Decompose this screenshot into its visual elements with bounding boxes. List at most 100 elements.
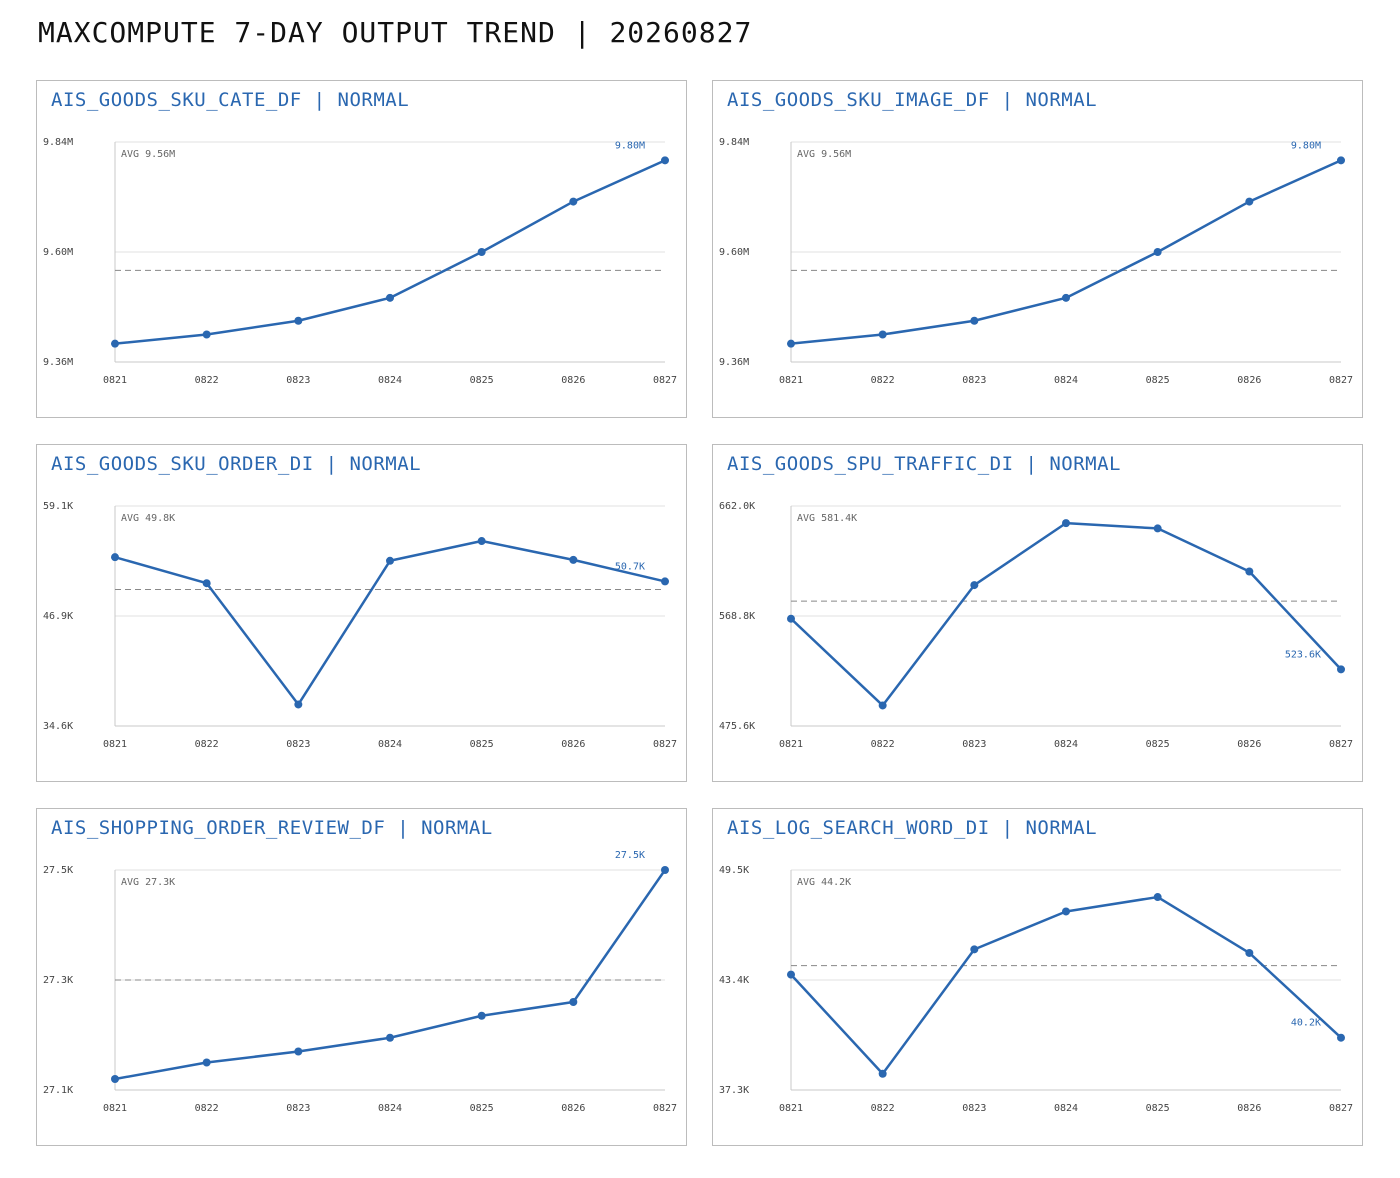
data-point	[661, 156, 669, 165]
x-tick-label: 0823	[962, 1103, 986, 1114]
chart-panel-search-word: AIS_LOG_SEARCH_WORD_DI | NORMAL 49.5K 43.…	[712, 808, 1363, 1146]
data-point	[661, 866, 669, 874]
x-tick-label: 0827	[653, 739, 677, 750]
data-point	[1245, 197, 1254, 206]
data-point	[386, 293, 394, 302]
data-point	[1062, 519, 1070, 528]
x-tick-label: 0824	[378, 1103, 402, 1114]
last-value-label: 523.6K	[1285, 649, 1321, 660]
data-point	[477, 1011, 486, 1020]
y-tick-label: 34.6K	[43, 721, 73, 732]
x-tick-label: 0824	[1054, 739, 1078, 750]
x-tick-label: 0824	[1054, 1103, 1078, 1114]
y-tick-label: 37.3K	[719, 1085, 749, 1096]
data-point	[202, 1058, 211, 1067]
chart-panel-sku-order: AIS_GOODS_SKU_ORDER_DI | NORMAL 59.1K 46.…	[36, 444, 687, 782]
last-value-label: 40.2K	[1291, 1018, 1321, 1029]
x-tick-label: 0826	[561, 1103, 585, 1114]
data-point	[878, 330, 887, 339]
data-point	[386, 1033, 394, 1042]
x-tick-label: 0827	[1329, 375, 1353, 386]
series-line	[789, 895, 1343, 1076]
x-tick-label: 0823	[286, 1103, 310, 1114]
average-label: AVG 9.56M	[121, 149, 175, 160]
page-title: MAXCOMPUTE 7-DAY OUTPUT TREND | 20260827	[38, 16, 753, 49]
data-point	[569, 197, 578, 206]
x-tick-label: 0822	[871, 375, 895, 386]
y-tick-label: 43.4K	[719, 975, 749, 986]
x-tick-label: 0827	[653, 1103, 677, 1114]
y-tick-label: 9.84M	[43, 137, 73, 148]
chart-panel-sku-cate: AIS_GOODS_SKU_CATE_DF | NORMAL 9.84M 9.60…	[36, 80, 687, 418]
data-point	[661, 577, 669, 586]
data-point	[1153, 248, 1162, 256]
line-chart-svg: 662.0K 568.8K 475.6K 0821 0822 0823 0824 0825 08…	[719, 501, 1353, 750]
data-point	[111, 1075, 119, 1083]
line-chart-svg: 49.5K 43.4K 37.3K 0821 0822 0823 0824 0825 0826 0…	[719, 865, 1353, 1114]
x-tick-label: 0825	[1146, 739, 1170, 750]
data-point	[569, 555, 578, 564]
data-point	[202, 579, 211, 588]
data-point	[787, 970, 795, 979]
data-point	[787, 614, 795, 623]
data-point	[111, 339, 119, 348]
data-point	[202, 330, 211, 339]
panel-title: AIS_GOODS_SPU_TRAFFIC_DI | NORMAL	[727, 453, 1121, 475]
series-line	[789, 521, 1343, 707]
line-chart-svg: 27.5K 27.3K 27.1K 0821 0822 0823 0824 0825 0826 0…	[43, 850, 677, 1114]
data-point	[294, 316, 303, 325]
y-tick-label: 49.5K	[719, 865, 749, 876]
data-point	[1245, 948, 1254, 957]
data-point	[970, 945, 979, 954]
x-tick-label: 0826	[1237, 375, 1261, 386]
last-value-label: 50.7K	[615, 561, 645, 572]
data-point	[1337, 156, 1345, 165]
x-tick-label: 0825	[1146, 375, 1170, 386]
x-tick-label: 0821	[103, 1103, 127, 1114]
line-chart-svg: 59.1K 46.9K 34.6K 0821 0822 0823 0824 0825 0826 0…	[43, 501, 677, 750]
x-tick-label: 0822	[871, 1103, 895, 1114]
data-point	[787, 339, 795, 348]
x-tick-label: 0821	[779, 375, 803, 386]
y-tick-label: 27.3K	[43, 975, 73, 986]
data-point	[1245, 567, 1254, 576]
average-label: AVG 9.56M	[797, 149, 851, 160]
x-tick-label: 0822	[195, 739, 219, 750]
x-tick-label: 0827	[1329, 739, 1353, 750]
data-point	[878, 1069, 887, 1078]
panel-title: AIS_GOODS_SKU_IMAGE_DF | NORMAL	[727, 89, 1098, 111]
last-value-label: 9.80M	[615, 140, 645, 151]
x-tick-label: 0821	[103, 375, 127, 386]
y-tick-label: 27.1K	[43, 1085, 73, 1096]
x-tick-label: 0822	[871, 739, 895, 750]
x-tick-label: 0824	[378, 739, 402, 750]
last-value-label: 27.5K	[615, 850, 645, 861]
chart-panel-sku-image: AIS_GOODS_SKU_IMAGE_DF | NORMAL 9.84M 9.6…	[712, 80, 1363, 418]
data-point	[1337, 665, 1345, 674]
x-tick-label: 0824	[378, 375, 402, 386]
panel-title: AIS_LOG_SEARCH_WORD_DI | NORMAL	[727, 817, 1098, 839]
series-line	[113, 539, 667, 706]
line-chart-svg: 9.84M 9.60M 9.36M 0821 0822 0823 0824 0825 0826 0…	[719, 137, 1353, 386]
series-line	[113, 868, 667, 1081]
x-tick-label: 0826	[561, 375, 585, 386]
data-point	[386, 556, 394, 565]
x-tick-label: 0825	[470, 375, 494, 386]
y-tick-label: 662.0K	[719, 501, 755, 512]
x-tick-label: 0823	[962, 739, 986, 750]
average-label: AVG 27.3K	[121, 877, 175, 888]
data-point	[477, 537, 486, 546]
panel-title: AIS_GOODS_SKU_CATE_DF | NORMAL	[51, 89, 410, 111]
x-tick-label: 0825	[470, 739, 494, 750]
x-tick-label: 0826	[1237, 1103, 1261, 1114]
data-point	[294, 1047, 303, 1056]
data-point	[878, 701, 887, 710]
chart-panel-spu-traffic: AIS_GOODS_SPU_TRAFFIC_DI | NORMAL 662.0K…	[712, 444, 1363, 782]
data-point	[970, 316, 979, 325]
x-tick-label: 0825	[470, 1103, 494, 1114]
average-label: AVG 44.2K	[797, 877, 851, 888]
data-point	[970, 581, 979, 590]
data-point	[569, 998, 578, 1006]
x-tick-label: 0821	[103, 739, 127, 750]
average-label: AVG 581.4K	[797, 513, 857, 524]
